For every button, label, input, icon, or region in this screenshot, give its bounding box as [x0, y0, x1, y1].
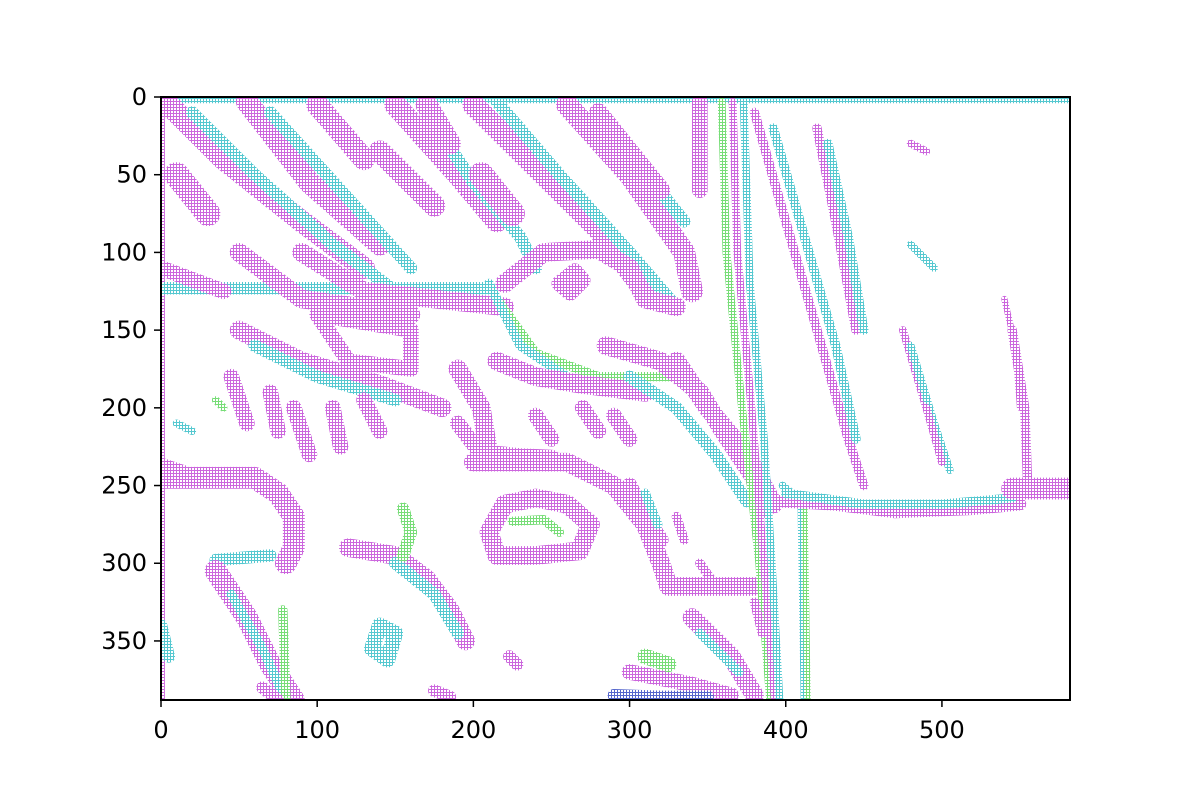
stipple-overlay [161, 97, 1070, 700]
x-tick-label: 400 [763, 716, 809, 744]
heatmap-image [161, 97, 1070, 700]
x-tick-label: 0 [153, 716, 168, 744]
y-tick-label: 350 [101, 627, 147, 655]
x-tick-label: 200 [450, 716, 496, 744]
y-tick-label: 100 [101, 238, 147, 266]
x-tick-label: 500 [919, 716, 965, 744]
y-tick-label: 50 [116, 161, 147, 189]
y-tick-label: 200 [101, 394, 147, 422]
y-tick-label: 250 [101, 472, 147, 500]
x-axis: 0 100 200 300 400 500 [153, 700, 965, 744]
x-tick-label: 300 [607, 716, 653, 744]
plot-frame [160, 96, 1071, 701]
y-tick-label: 150 [101, 316, 147, 344]
x-tick-label: 100 [294, 716, 340, 744]
y-tick-label: 0 [132, 83, 147, 111]
y-tick-label: 300 [101, 549, 147, 577]
y-axis: 0 50 100 150 200 250 300 350 [101, 83, 161, 655]
